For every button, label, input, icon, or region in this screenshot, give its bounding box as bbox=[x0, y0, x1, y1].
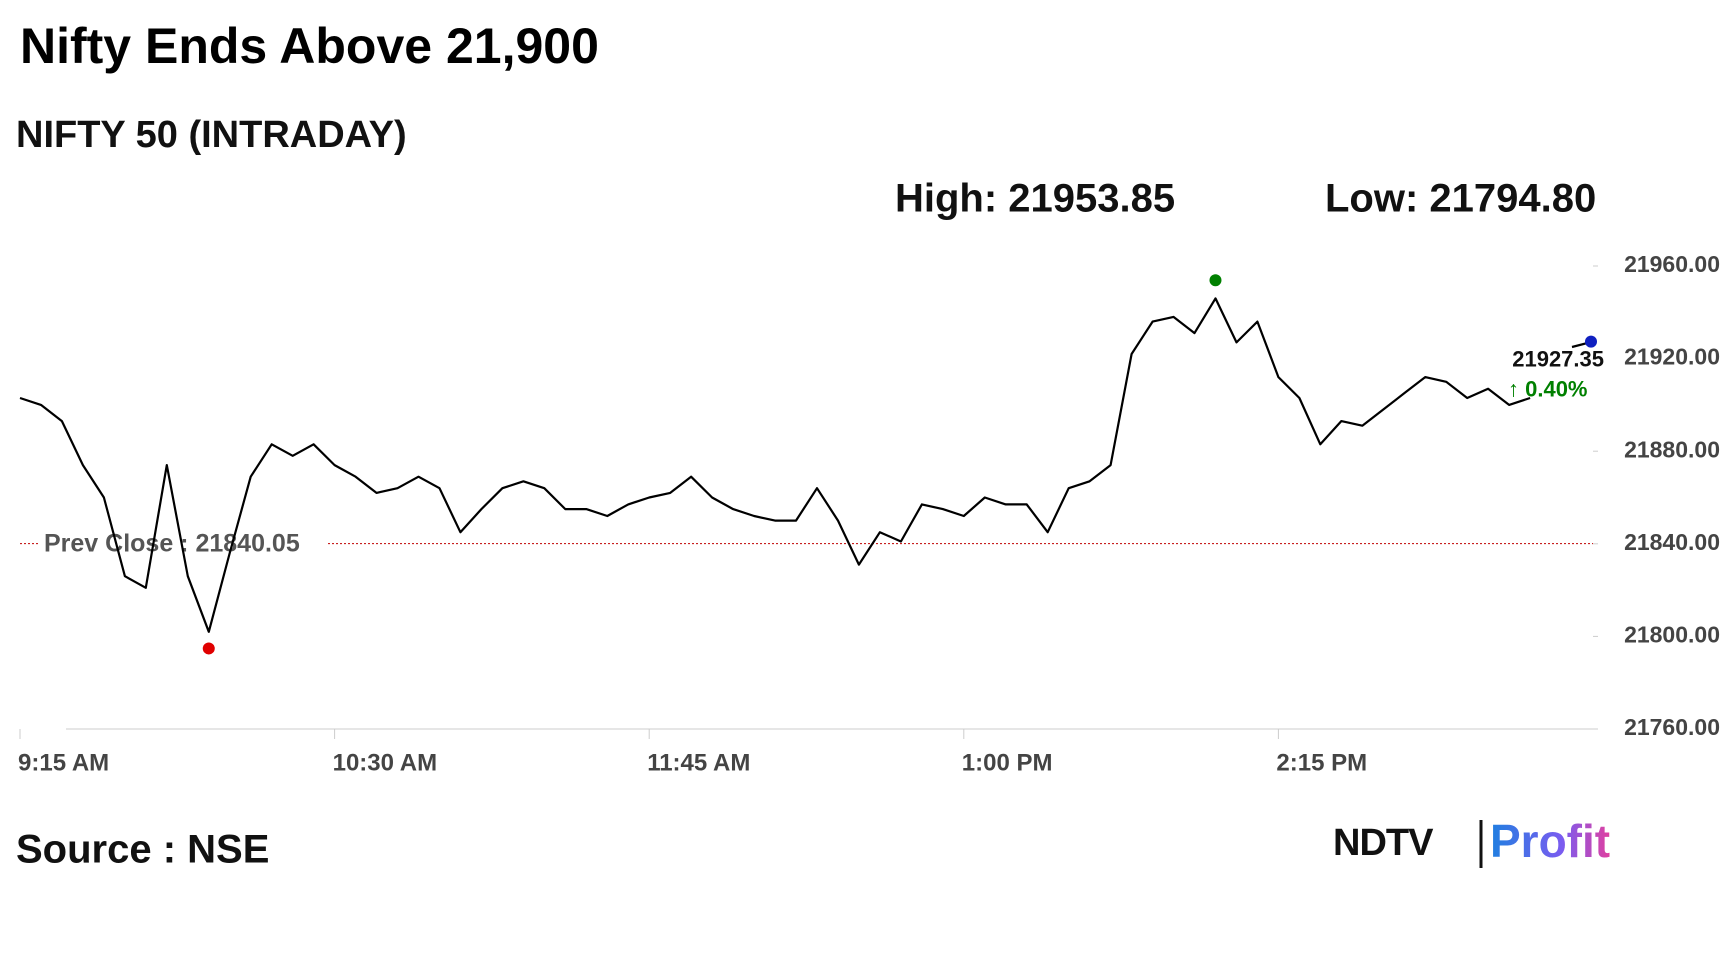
change-label: ↑ 0.40% bbox=[1508, 376, 1588, 401]
y-tick-label: 21840.00 bbox=[1624, 529, 1720, 555]
x-tick-label: 11:45 AM bbox=[647, 749, 750, 776]
y-tick-label: 21920.00 bbox=[1624, 344, 1720, 370]
logo-right: Profit bbox=[1490, 815, 1610, 867]
y-tick-label: 21760.00 bbox=[1624, 714, 1720, 740]
x-tick-label: 2:15 PM bbox=[1276, 749, 1367, 776]
high-marker bbox=[1209, 274, 1222, 287]
y-tick-label: 21800.00 bbox=[1624, 621, 1720, 647]
chart-title: Nifty Ends Above 21,900 bbox=[20, 18, 599, 74]
prev-close-label: Prev Close : 21840.05 bbox=[44, 529, 300, 557]
low-marker bbox=[202, 642, 215, 655]
last-marker bbox=[1585, 335, 1597, 348]
y-tick-label: 21960.00 bbox=[1624, 251, 1720, 277]
y-tick-label: 21880.00 bbox=[1624, 436, 1720, 462]
last-label: 21927.35 bbox=[1512, 346, 1604, 371]
x-tick-label: 10:30 AM bbox=[333, 749, 437, 776]
x-tick-label: 1:00 PM bbox=[962, 749, 1053, 776]
x-tick-label: 9:15 AM bbox=[18, 749, 109, 776]
high-label: High: 21953.85 bbox=[895, 177, 1175, 221]
price-line bbox=[19, 297, 1594, 633]
source: Source : NSE bbox=[16, 828, 269, 872]
logo-left: NDTV bbox=[1333, 822, 1434, 864]
low-label: Low: 21794.80 bbox=[1325, 177, 1596, 221]
chart-subtitle: NIFTY 50 (INTRADAY) bbox=[16, 114, 407, 156]
